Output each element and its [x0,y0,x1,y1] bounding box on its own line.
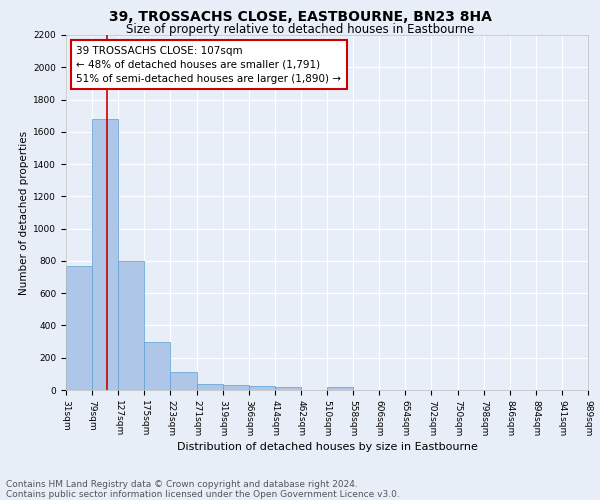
Bar [92,119,118,390]
Bar [275,387,301,390]
Bar [66,266,92,390]
Text: Size of property relative to detached houses in Eastbourne: Size of property relative to detached ho… [126,22,474,36]
Bar [197,384,223,390]
Bar [327,387,353,390]
Text: 39 TROSSACHS CLOSE: 107sqm
← 48% of detached houses are smaller (1,791)
51% of s: 39 TROSSACHS CLOSE: 107sqm ← 48% of deta… [76,46,341,84]
Bar [170,372,197,390]
Bar [223,386,249,390]
Y-axis label: Number of detached properties: Number of detached properties [19,130,29,294]
X-axis label: Distribution of detached houses by size in Eastbourne: Distribution of detached houses by size … [176,442,478,452]
Bar [118,261,145,390]
Bar [249,386,275,390]
Bar [145,342,170,390]
Text: Contains HM Land Registry data © Crown copyright and database right 2024.
Contai: Contains HM Land Registry data © Crown c… [6,480,400,499]
Text: 39, TROSSACHS CLOSE, EASTBOURNE, BN23 8HA: 39, TROSSACHS CLOSE, EASTBOURNE, BN23 8H… [109,10,491,24]
